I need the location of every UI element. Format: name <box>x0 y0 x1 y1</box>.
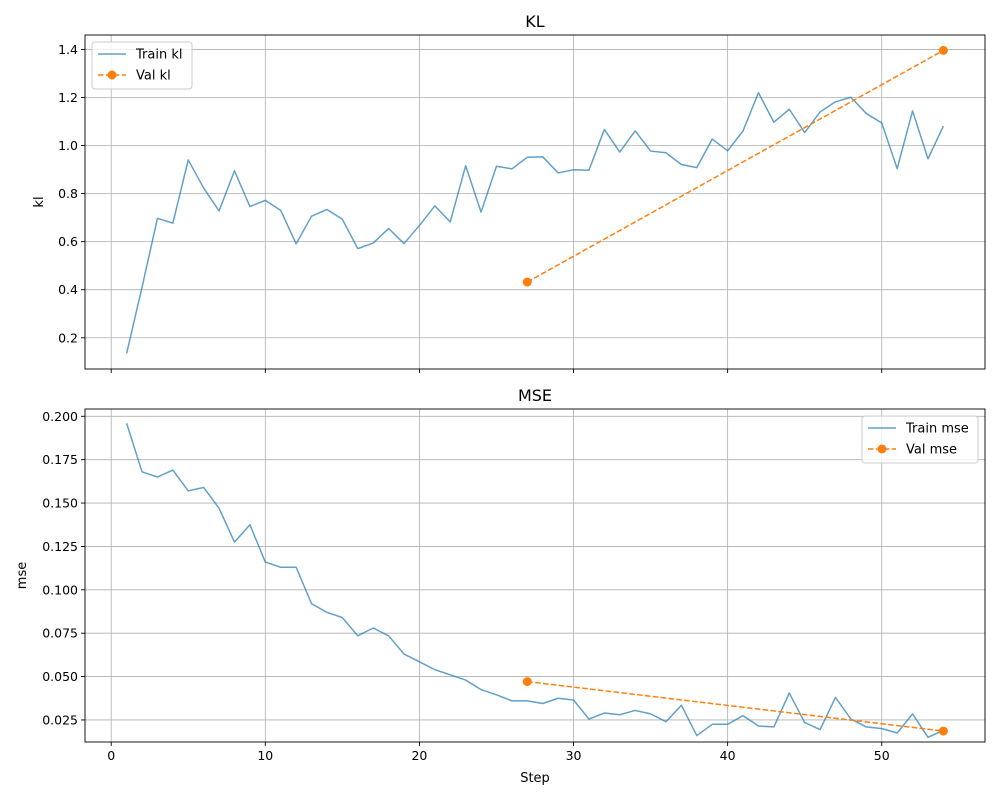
legend-swatch-marker <box>107 70 117 80</box>
y-tick-label: 1.0 <box>58 138 78 153</box>
x-tick-label: 40 <box>720 748 736 763</box>
y-tick-label: 0.6 <box>58 234 78 249</box>
y-tick-label: 0.2 <box>58 330 78 345</box>
y-tick-label: 0.125 <box>42 539 78 554</box>
y-tick-label: 0.8 <box>58 186 78 201</box>
legend-label: Train mse <box>905 422 969 437</box>
y-axis-label: mse <box>15 562 30 589</box>
y-tick-label: 1.4 <box>58 42 78 57</box>
legend-label: Train kl <box>135 48 182 63</box>
y-tick-label: 0.050 <box>42 669 78 684</box>
chart-panel-1: 0.2 0.4 0.6 0.8 1.0 1.2 1.4 KL kl Train kl Val kl <box>32 12 986 373</box>
y-tick-label: 0.175 <box>42 452 78 467</box>
y-tick-label: 0.150 <box>42 496 78 511</box>
chart-title: MSE <box>518 386 552 405</box>
x-tick-label: 50 <box>874 748 890 763</box>
series-line-train-kl <box>125 91 945 354</box>
y-tick-label: 1.2 <box>58 90 78 105</box>
x-tick-label: 10 <box>257 748 273 763</box>
legend: Train mse Val mse <box>861 415 979 464</box>
legend-label: Val mse <box>906 443 957 458</box>
x-tick-label: 20 <box>411 748 427 763</box>
plot-frame <box>84 34 986 370</box>
legend: Train kl Val kl <box>91 41 193 90</box>
x-tick-label: 0 <box>107 748 115 763</box>
y-tick-label: 0.100 <box>42 582 78 597</box>
y-tick-label: 0.200 <box>42 409 78 424</box>
legend-swatch-marker <box>877 444 887 454</box>
legend-label: Val kl <box>136 69 171 84</box>
x-tick-label: 30 <box>566 748 582 763</box>
series-line-train-mse <box>125 423 944 739</box>
data-point-marker <box>938 45 948 55</box>
data-point-marker <box>522 277 532 287</box>
y-tick-label: 0.075 <box>42 626 78 641</box>
y-axis-label: kl <box>32 196 47 207</box>
data-point-marker <box>522 677 532 687</box>
plot-frame <box>84 408 986 743</box>
series-line-val-kl <box>526 49 944 283</box>
chart-panel-2: 0 10 20 30 40 50 0.025 0.050 0.075 0.100 0.125 0.15… <box>15 386 986 786</box>
chart-title: KL <box>525 12 544 31</box>
data-point-marker <box>938 726 948 736</box>
series-line-val-mse <box>527 680 944 732</box>
y-tick-label: 0.025 <box>42 712 78 727</box>
x-axis-label: Step <box>520 771 550 786</box>
y-tick-label: 0.4 <box>58 282 78 297</box>
